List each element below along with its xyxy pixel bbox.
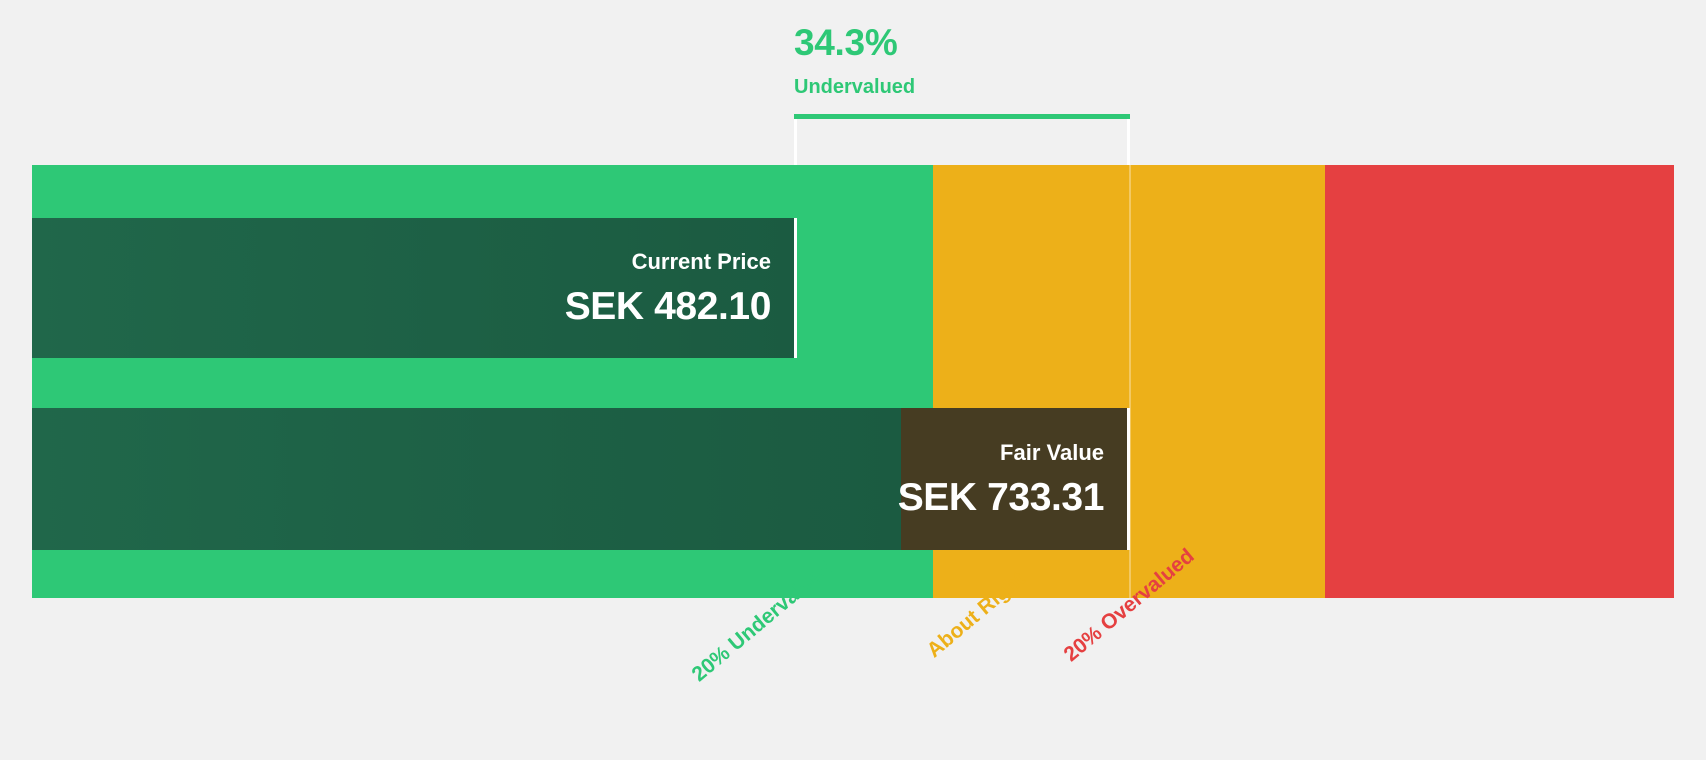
valuation-status-label: Undervalued	[794, 76, 916, 98]
current-price-bar-fill	[32, 218, 797, 358]
fair-value-bar-fill-green	[32, 408, 901, 550]
fair-value-value: SEK 733.31	[897, 475, 1105, 519]
fair-value-divider	[1129, 165, 1131, 598]
fair-value-title: Fair Value	[1000, 439, 1104, 465]
bracket-drop-line-right	[1127, 119, 1130, 165]
valuation-bracket-bar	[794, 114, 1130, 119]
undervalued-percent: 34.3%	[794, 22, 898, 63]
fair-value-bar[interactable]: Fair Value SEK 733.31	[32, 408, 1130, 550]
bracket-drop-line-left	[794, 119, 797, 165]
fair-value-bar-fill-amber	[901, 408, 1130, 550]
band-overvalued	[1325, 165, 1674, 598]
current-price-bar-edge	[794, 218, 797, 358]
current-price-bar[interactable]: Current Price SEK 482.10	[32, 218, 797, 358]
current-price-title: Current Price	[631, 248, 771, 274]
fair-value-bar-edge	[1127, 408, 1130, 550]
current-price-value: SEK 482.10	[564, 284, 772, 328]
